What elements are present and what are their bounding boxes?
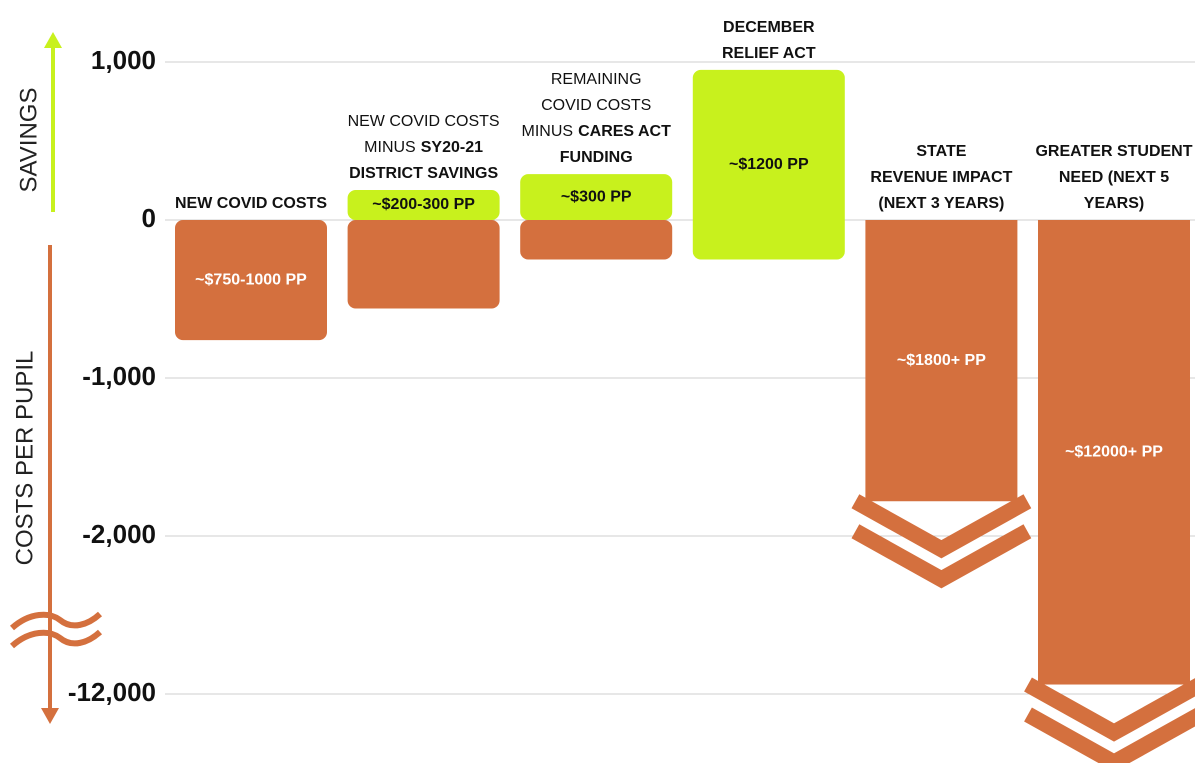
cost-bar	[865, 220, 1018, 502]
category-label-part: COVID COSTS	[541, 97, 651, 114]
category-label-part: MINUS	[522, 123, 574, 140]
category-label: GREATER STUDENT	[1035, 143, 1192, 160]
y-tick-label: 0	[142, 203, 156, 233]
category-label: FUNDING	[560, 149, 633, 166]
costs-axis-arrow	[10, 245, 103, 724]
category-label-part: NEW COVID COSTS	[348, 113, 500, 130]
cost-bar	[1038, 220, 1190, 685]
y-title-top: SAVINGS	[15, 88, 42, 193]
category-label-part: NEW COVID COSTS	[175, 195, 327, 212]
category-label-part: FUNDING	[560, 149, 633, 166]
category-label: NEED (NEXT 5	[1059, 169, 1169, 186]
category-label-part: DISTRICT SAVINGS	[349, 165, 498, 182]
category-label: NEW COVID COSTS	[175, 195, 327, 212]
category-label: RELIEF ACT	[722, 45, 816, 62]
category-label-part: CARES ACT	[578, 123, 671, 140]
cost-bar	[175, 220, 327, 341]
y-tick-label: -12,000	[68, 677, 156, 707]
arrow-chevron	[851, 494, 1032, 559]
arrow-chevron	[1024, 677, 1195, 742]
category-label-part: REVENUE IMPACT	[870, 169, 1012, 186]
category-label: DECEMBER	[723, 19, 815, 36]
bar-label: ~$1200 PP	[729, 156, 809, 173]
y-tick-label: -1,000	[82, 361, 156, 391]
category-label-part: MINUS	[364, 139, 416, 156]
savings-bar	[520, 174, 673, 220]
category-label-part: NEED (NEXT 5	[1059, 169, 1169, 186]
savings-bar	[692, 69, 845, 260]
cost-bar	[520, 220, 673, 260]
y-tick-label: -2,000	[82, 519, 156, 549]
category-label: MINUS CARES ACT	[522, 123, 672, 140]
category-label: REVENUE IMPACT	[870, 169, 1012, 186]
category-label: COVID COSTS	[541, 97, 651, 114]
savings-axis-arrow	[44, 32, 62, 212]
category-label-part: REMAINING	[551, 71, 642, 88]
category-label: (NEXT 3 YEARS)	[878, 195, 1004, 212]
category-label-part: SY20-21	[421, 139, 483, 156]
category-label: REMAINING	[551, 71, 642, 88]
category-label-part: GREATER STUDENT	[1035, 143, 1192, 160]
category-label: DISTRICT SAVINGS	[349, 165, 498, 182]
cost-bar	[347, 220, 500, 309]
bar-label: ~$1800+ PP	[897, 352, 986, 369]
category-label-part: RELIEF ACT	[722, 45, 816, 62]
category-label: MINUS SY20-21	[364, 139, 483, 156]
savings-bar	[347, 189, 500, 220]
y-title-bottom: COSTS PER PUPIL	[11, 351, 38, 566]
category-label-part: DECEMBER	[723, 19, 815, 36]
category-label-part: YEARS)	[1084, 195, 1144, 212]
category-label: NEW COVID COSTS	[348, 113, 500, 130]
category-label: STATE	[916, 143, 966, 160]
category-label-part: (NEXT 3 YEARS)	[878, 195, 1004, 212]
bar-label: ~$12000+ PP	[1065, 443, 1163, 460]
bar-label: ~$200-300 PP	[372, 196, 475, 213]
category-label: YEARS)	[1084, 195, 1144, 212]
arrow-chevron	[851, 524, 1032, 589]
bar-label: ~$300 PP	[561, 188, 632, 205]
bar-label: ~$750-1000 PP	[195, 271, 307, 288]
y-tick-label: 1,000	[91, 45, 156, 75]
category-label-part: STATE	[916, 143, 966, 160]
